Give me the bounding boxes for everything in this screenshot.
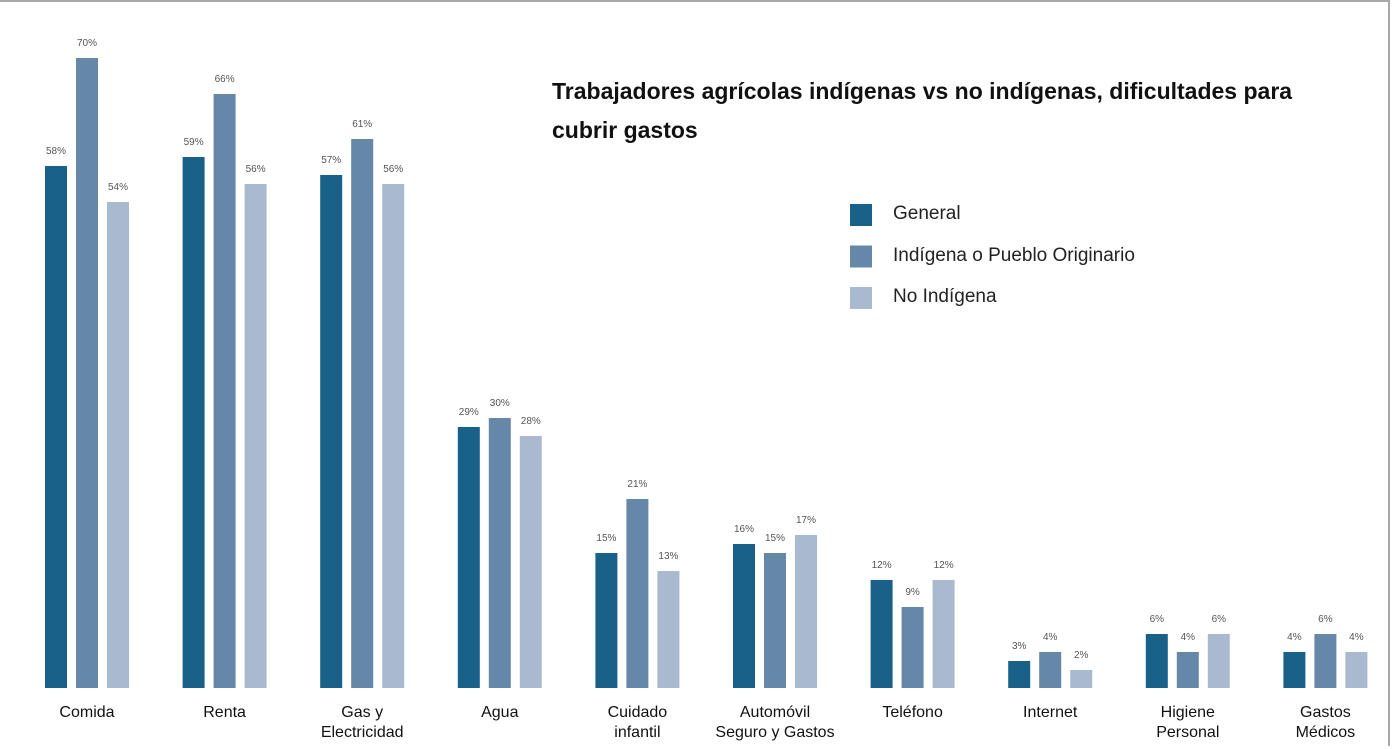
- bar: [244, 184, 267, 688]
- x-tick-label: Gastos Médicos: [1295, 704, 1356, 741]
- bar: [932, 580, 955, 688]
- data-label: 6%: [1318, 614, 1333, 625]
- bar: [1176, 652, 1199, 688]
- bar: [1070, 670, 1093, 688]
- bar: [457, 427, 480, 688]
- data-label: 56%: [246, 164, 266, 175]
- legend-swatch: [850, 245, 872, 268]
- data-label: 58%: [46, 146, 66, 157]
- x-tick-label: Higiene Personal: [1156, 704, 1220, 741]
- bar: [764, 553, 786, 688]
- x-tick-label: Gas y Electricidad: [320, 704, 404, 741]
- data-label: 59%: [184, 137, 204, 148]
- data-label: 4%: [1181, 632, 1196, 643]
- bar: [1039, 652, 1062, 688]
- bar: [213, 94, 236, 688]
- x-tick-label: Cuidado infantil: [607, 704, 668, 741]
- bar: [320, 175, 343, 688]
- data-label: 61%: [352, 119, 372, 130]
- data-label: 13%: [658, 551, 678, 562]
- data-label: 4%: [1043, 632, 1058, 643]
- data-label: 21%: [627, 479, 647, 490]
- legend-swatch: [850, 287, 872, 309]
- bar: [1207, 634, 1230, 688]
- chart-title: Trabajadores agrícolas indígenas vs no i…: [552, 78, 1293, 143]
- x-tick-label: Teléfono: [882, 704, 943, 721]
- bar: [1345, 652, 1368, 688]
- bar: [382, 184, 405, 688]
- data-label: 70%: [77, 38, 97, 49]
- x-tick-label: Agua: [481, 704, 519, 721]
- data-label: 16%: [734, 524, 754, 535]
- data-label: 54%: [108, 182, 128, 193]
- data-label: 9%: [905, 587, 920, 598]
- data-label: 12%: [872, 560, 892, 571]
- bar: [182, 157, 205, 688]
- data-label: 3%: [1012, 641, 1027, 652]
- bar: [1283, 652, 1306, 688]
- data-label: 4%: [1349, 632, 1364, 643]
- data-label: 2%: [1074, 650, 1089, 661]
- data-label: 6%: [1212, 614, 1227, 625]
- data-label: 29%: [459, 407, 479, 418]
- bar: [76, 58, 98, 688]
- data-label: 66%: [215, 74, 235, 85]
- x-tick-label: Comida: [59, 704, 115, 721]
- data-label: 28%: [521, 416, 541, 427]
- data-label: 56%: [383, 164, 403, 175]
- bar: [901, 607, 924, 688]
- data-label: 15%: [765, 533, 785, 544]
- data-label: 57%: [321, 155, 341, 166]
- legend-swatch: [850, 204, 872, 226]
- legend-label: General: [893, 203, 961, 224]
- bar: [488, 418, 511, 688]
- bar: [795, 535, 817, 688]
- bar: [733, 544, 755, 688]
- legend-label: Indígena o Pueblo Originario: [893, 244, 1135, 266]
- data-label: 15%: [596, 533, 616, 544]
- data-label: 12%: [934, 560, 954, 571]
- bar: [657, 571, 680, 688]
- bar: [1145, 634, 1168, 688]
- x-tick-label: Automóvil Seguro y Gastos: [715, 704, 835, 741]
- data-label: 30%: [490, 398, 510, 409]
- bar: [626, 499, 649, 688]
- data-label: 6%: [1150, 614, 1165, 625]
- legend-label: No Indígena: [893, 286, 997, 307]
- bar: [1314, 634, 1337, 688]
- x-tick-label: Internet: [1023, 704, 1078, 721]
- bar: [351, 139, 374, 688]
- x-tick-label: Renta: [203, 704, 246, 721]
- bar: [107, 202, 129, 688]
- bar: [870, 580, 893, 688]
- data-label: 17%: [796, 515, 816, 526]
- bar: [1008, 661, 1031, 688]
- data-label: 4%: [1287, 632, 1302, 643]
- bar: [45, 166, 67, 688]
- bar: [595, 553, 618, 688]
- bar: [519, 436, 542, 688]
